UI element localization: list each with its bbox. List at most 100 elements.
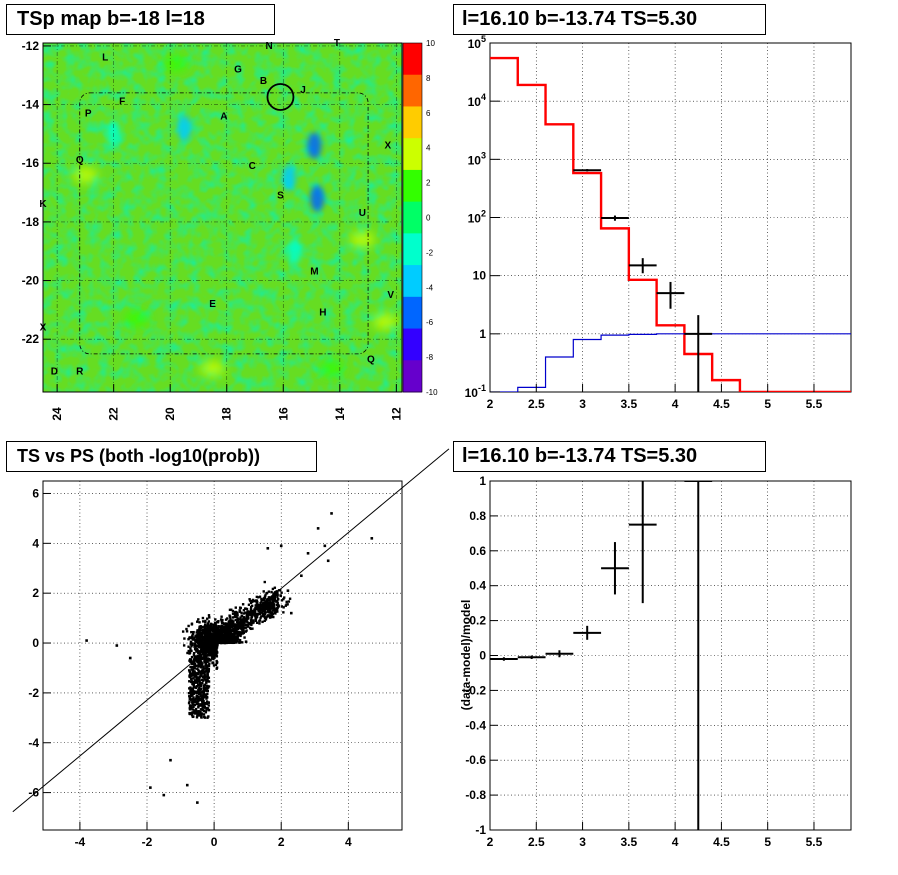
scatter-point	[211, 646, 214, 649]
scatter-point	[265, 592, 268, 595]
map-x-tick-label: 12	[389, 407, 403, 421]
scatter-point	[194, 707, 198, 711]
scatter-point	[254, 606, 257, 610]
scatter-point	[273, 596, 276, 600]
scatter-point	[196, 714, 199, 717]
scatter-point	[234, 610, 238, 614]
scatter-point	[214, 663, 218, 666]
scatter-point	[201, 636, 204, 639]
scatter-point	[193, 667, 197, 670]
scatter-point	[264, 605, 267, 608]
scatter-point	[225, 636, 228, 639]
scatter-point	[238, 609, 241, 612]
scatter-point	[190, 687, 194, 690]
scatter-point	[193, 712, 197, 715]
spectrum-grid	[489, 42, 851, 393]
residuals-y-axis: 1 0.8 0.6 0.4 0.2 0 -0.2 -0.4 -0.6 -0.8 -1	[465, 474, 498, 837]
scatter-point	[266, 608, 270, 611]
scatter-point	[204, 656, 208, 659]
scatter-point	[228, 608, 232, 612]
scatter-point	[185, 630, 189, 633]
scatter-point	[265, 603, 268, 606]
scatter-point	[228, 628, 231, 631]
scatter-point	[202, 667, 206, 670]
scatter-point	[206, 622, 210, 626]
scatter-outlier	[326, 559, 330, 563]
scatter-point	[217, 619, 220, 623]
scatter-point	[193, 681, 197, 684]
scatter-point	[270, 615, 273, 618]
scatter-point	[200, 714, 203, 717]
scatter-point	[224, 623, 227, 626]
scatter-point	[220, 638, 223, 641]
scatter-point	[229, 624, 233, 628]
scatter-point	[200, 648, 204, 651]
scatter-point	[231, 624, 235, 627]
scatter-point	[256, 605, 259, 609]
scatter-point	[261, 609, 264, 613]
scatter-point	[250, 604, 254, 607]
colorbar-swatch	[403, 138, 422, 171]
scatter-point	[201, 620, 205, 623]
scatter-point	[275, 608, 279, 612]
scatter-point	[206, 707, 210, 711]
scatter-point	[198, 657, 201, 660]
map-hotspot	[73, 166, 98, 183]
scatter-point	[275, 593, 279, 597]
scatter-point	[214, 624, 218, 628]
scatter-point	[219, 618, 223, 621]
scatter-point	[191, 665, 194, 669]
scatter-point	[190, 677, 194, 680]
scatter-point	[207, 657, 211, 661]
scatter-point	[213, 652, 217, 655]
scatter-point	[251, 627, 254, 630]
scatter-point	[238, 606, 242, 609]
scatter-point	[222, 637, 225, 640]
scatter-point	[217, 634, 221, 637]
scatter-point	[225, 628, 228, 631]
scatter-point	[197, 702, 200, 705]
colorbar-swatch	[403, 233, 422, 266]
residuals-y-tick-label: 0	[479, 649, 486, 663]
scatter-point	[188, 697, 191, 701]
scatter-point	[262, 597, 266, 600]
scatter-point	[261, 612, 265, 616]
scatter-point	[270, 606, 273, 610]
scatter-outlier	[128, 656, 132, 660]
scatter-point	[210, 636, 213, 639]
scatter-point	[188, 680, 191, 683]
scatter-point	[193, 644, 197, 648]
scatter-point	[272, 607, 275, 611]
scatter-point	[193, 665, 196, 668]
scatter-point	[261, 614, 265, 618]
scatter-point	[231, 641, 234, 644]
scatter-point	[228, 622, 231, 625]
scatter-point	[204, 702, 208, 705]
map-noise-texture	[43, 43, 402, 392]
scatter-point	[188, 712, 191, 716]
scatter-y-tick-label: 4	[32, 536, 39, 550]
scatter-point	[231, 634, 234, 638]
colorbar-swatch	[403, 328, 422, 361]
scatter-point	[204, 695, 207, 698]
scatter-point	[247, 617, 250, 620]
scatter-point	[191, 671, 194, 674]
colorbar-tick-label: 2	[426, 179, 431, 188]
scatter-point	[282, 606, 285, 609]
scatter-point	[211, 651, 214, 655]
scatter-point	[216, 641, 220, 645]
scatter-point	[274, 609, 277, 613]
scatter-point	[194, 700, 197, 704]
scatter-point	[200, 650, 204, 654]
scatter-point	[213, 633, 216, 637]
scatter-point	[200, 678, 204, 682]
scatter-point	[197, 641, 201, 644]
scatter-point	[207, 676, 211, 679]
scatter-point	[204, 647, 207, 650]
scatter-point	[200, 634, 204, 637]
scatter-point	[210, 632, 213, 636]
map-title-box: TSp map b=-18 l=18	[6, 4, 275, 35]
spectrum-frame	[489, 42, 852, 393]
scatter-point	[192, 682, 196, 686]
scatter-point	[236, 614, 239, 617]
